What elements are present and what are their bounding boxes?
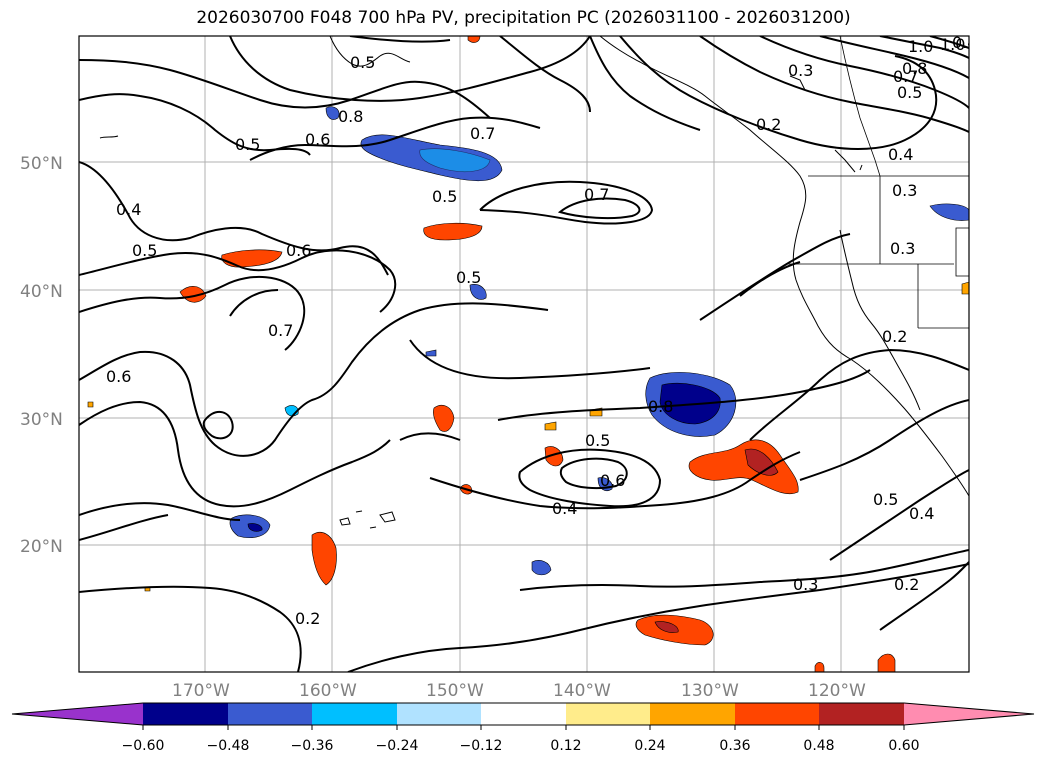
lat-label-50n: 50°N	[20, 154, 63, 174]
contour-label: 0.2	[295, 609, 320, 628]
map-area	[79, 36, 969, 672]
colorbar-tick-label: −0.48	[207, 738, 250, 754]
colorbar-segment	[143, 703, 228, 725]
colorbar-tick-label: −0.24	[376, 738, 419, 754]
lon-label-130w: 130°W	[681, 681, 739, 701]
colorbar-tick-label: −0.36	[291, 738, 334, 754]
colorbar-ticks	[142, 725, 905, 730]
contour-label: 0.5	[456, 268, 481, 287]
lon-label-170w: 170°W	[172, 681, 230, 701]
contour-label: 0.5	[873, 490, 898, 509]
colorbar-segment	[735, 703, 819, 725]
contour-label: 0.4	[552, 499, 577, 518]
contour-label: 0.7	[268, 321, 293, 340]
latitude-labels: 50°N 40°N 30°N 20°N	[20, 154, 63, 557]
contour-label: 0.8	[338, 107, 363, 126]
contour-label: 0.4	[909, 504, 934, 523]
colorbar-extend-high	[904, 703, 1034, 725]
colorbar-tick-label: 0.12	[550, 738, 581, 754]
lat-label-30n: 30°N	[20, 410, 63, 430]
contour-label: 0.5	[585, 431, 610, 450]
colorbar-extend-low	[12, 703, 143, 725]
contour-label: 0.8	[902, 59, 927, 78]
contour-label: 0.6	[286, 241, 311, 260]
contour-label: 0.5	[132, 241, 157, 260]
contour-label: 0.2	[756, 115, 781, 134]
contour-label: 0.3	[890, 239, 915, 258]
contour-label: 0.7	[893, 67, 918, 86]
political-borders	[786, 36, 969, 329]
colorbar-tick-label: 0.48	[803, 738, 834, 754]
colorbar-segment	[566, 703, 650, 725]
longitude-labels: 170°W 160°W 150°W 140°W 130°W 120°W	[172, 681, 866, 701]
colorbar-segment	[819, 703, 904, 725]
contour-label: 0.4	[952, 33, 977, 52]
contour-label: 1.0	[908, 37, 933, 56]
precip-negative-patches	[229, 106, 969, 576]
colorbar-tick-label: 0.60	[888, 738, 919, 754]
contour-label: 0.2	[882, 327, 907, 346]
contour-label: 0.3	[793, 575, 818, 594]
gridlines	[79, 36, 969, 672]
pv-contours	[79, 36, 969, 672]
colorbar-tick-label: −0.12	[460, 738, 503, 754]
precip-positive-patches	[87, 36, 969, 672]
lat-label-40n: 40°N	[20, 282, 63, 302]
colorbar-segment	[650, 703, 735, 725]
map-frame	[78, 35, 970, 673]
contour-label: 0.4	[116, 200, 141, 219]
colorbar-segment	[397, 703, 481, 725]
contour-labels: 1.0 1.0 0.8 0.7 0.7 0.6 0.5 0.5 0.5 0.5 …	[106, 33, 977, 628]
contour-label: 0.5	[897, 83, 922, 102]
lon-label-120w: 120°W	[808, 681, 866, 701]
map-title: 2026030700 F048 700 hPa PV, precipitatio…	[196, 8, 851, 28]
precip-patch-subtropical-east	[688, 439, 799, 495]
contour-label: 0.7	[470, 124, 495, 143]
colorbar: −0.60 −0.48 −0.36 −0.24 −0.12 0.12 0.24 …	[11, 702, 1035, 754]
colorbar-tick-label: −0.60	[122, 738, 165, 754]
colorbar-tick-label: 0.24	[634, 738, 665, 754]
contour-label: 0.5	[350, 53, 375, 72]
contour-label: 0.6	[106, 367, 131, 386]
colorbar-segment	[312, 703, 397, 725]
contour-label: 0.4	[888, 145, 913, 164]
colorbar-segment	[228, 703, 312, 725]
lon-label-150w: 150°W	[426, 681, 484, 701]
colorbar-tick-label: 0.36	[719, 738, 750, 754]
contour-label: 0.3	[788, 61, 813, 80]
coastlines	[99, 36, 969, 529]
colorbar-segment	[481, 703, 566, 725]
lon-label-160w: 160°W	[299, 681, 357, 701]
lon-label-140w: 140°W	[553, 681, 611, 701]
contour-label: 0.5	[235, 135, 260, 154]
contour-label: 0.8	[648, 397, 673, 416]
contour-label: 0.2	[894, 575, 919, 594]
contour-label: 0.6	[305, 130, 330, 149]
precip-patch-hawaii-east	[311, 531, 337, 586]
contour-label: 0.7	[584, 185, 609, 204]
lat-label-20n: 20°N	[20, 537, 63, 557]
contour-label: 1.0	[940, 35, 965, 54]
contour-label: 0.3	[892, 181, 917, 200]
contour-label: 0.6	[600, 471, 625, 490]
contour-label: 0.5	[432, 187, 457, 206]
